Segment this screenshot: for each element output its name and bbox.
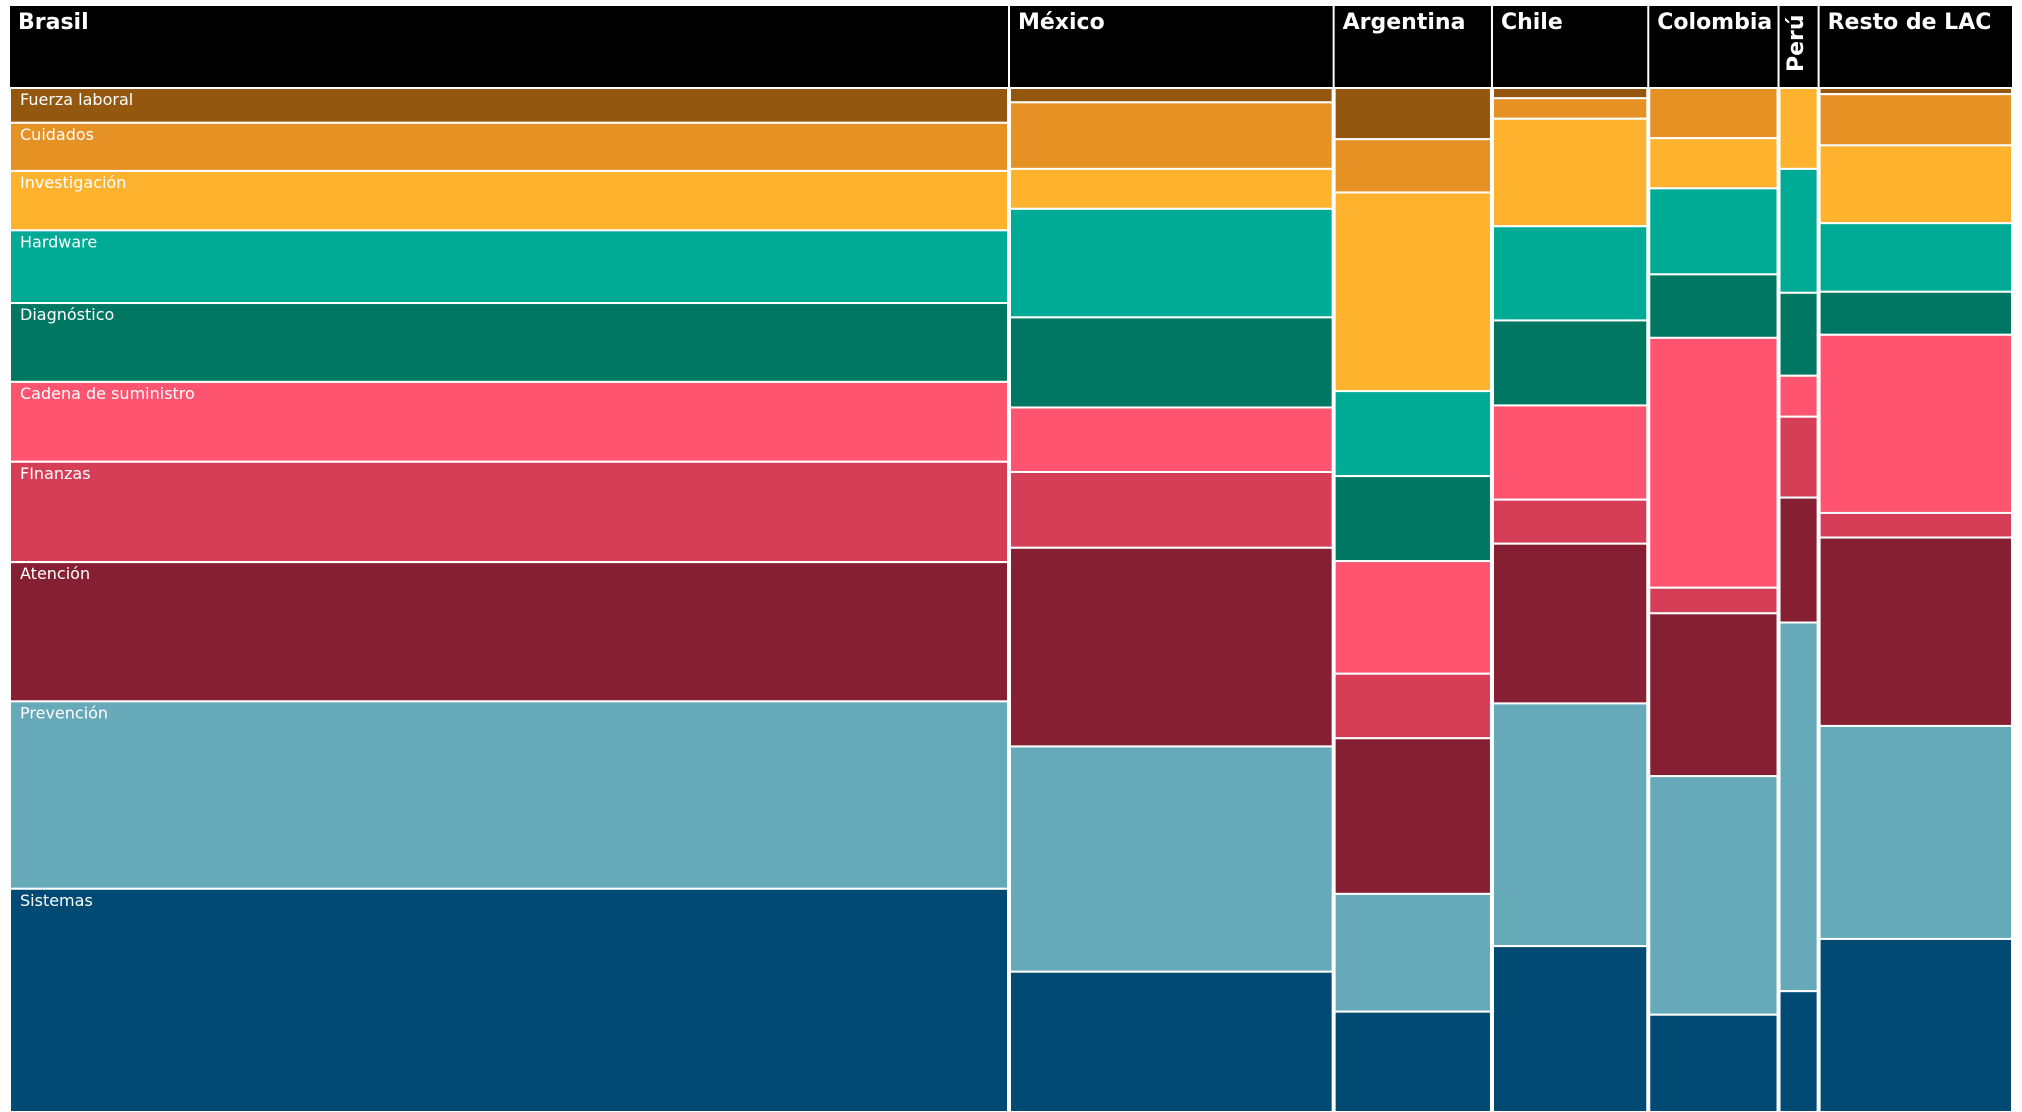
segment	[1491, 319, 1649, 407]
column-header	[1009, 6, 1333, 87]
segment	[1648, 273, 1779, 339]
segment	[1818, 144, 2014, 225]
segment	[1491, 87, 1649, 100]
column-label: Argentina	[1343, 10, 1466, 35]
segment	[1008, 101, 1334, 170]
segment	[1648, 87, 1779, 140]
segment	[1778, 496, 1819, 624]
series-label: Cuidados	[20, 125, 94, 144]
segment	[1008, 471, 1334, 549]
series-label: Diagnóstico	[20, 305, 114, 324]
column-header	[1334, 6, 1491, 87]
series-label: Prevención	[20, 703, 108, 722]
segment	[1778, 374, 1819, 418]
segment	[1491, 225, 1649, 322]
column-label: Perú	[1784, 14, 1809, 72]
column-label: Chile	[1501, 10, 1563, 35]
segment	[9, 887, 1009, 1112]
segment	[9, 380, 1009, 463]
segment	[1648, 612, 1779, 778]
segment	[1648, 187, 1779, 276]
column-label: México	[1018, 10, 1105, 35]
segment	[9, 561, 1009, 703]
segment	[1778, 415, 1819, 499]
segment	[1778, 621, 1819, 993]
segment	[1333, 390, 1492, 478]
segment	[1818, 93, 2014, 147]
segment	[1818, 290, 2014, 336]
column-label: Resto de LAC	[1828, 10, 1992, 35]
segment	[1008, 87, 1334, 104]
segment	[1491, 945, 1649, 1112]
segment	[1648, 775, 1779, 1016]
segment	[1491, 498, 1649, 545]
segment	[1491, 702, 1649, 948]
segment	[1818, 937, 2014, 1112]
segment	[1491, 404, 1649, 501]
segment	[1648, 1013, 1779, 1112]
segment	[1648, 137, 1779, 190]
segment	[9, 700, 1009, 890]
segment	[1818, 511, 2014, 539]
segment	[1333, 737, 1492, 895]
series-label: Investigación	[20, 173, 126, 192]
column-header	[1819, 6, 2012, 87]
segment	[1008, 167, 1334, 210]
segment	[1778, 167, 1819, 294]
column-header	[10, 6, 1008, 87]
segment	[1818, 724, 2014, 940]
series-label: Hardware	[20, 232, 97, 251]
segment	[1491, 117, 1649, 228]
segment	[1008, 406, 1334, 474]
segment	[1333, 475, 1492, 563]
segment	[1008, 207, 1334, 319]
segment	[1333, 87, 1492, 141]
column-label: Brasil	[18, 10, 89, 35]
segment	[1491, 542, 1649, 705]
segment	[9, 460, 1009, 564]
segment	[9, 121, 1009, 172]
segment	[9, 87, 1009, 124]
segment	[1008, 316, 1334, 409]
segment	[1008, 546, 1334, 748]
segment	[1778, 990, 1819, 1112]
segment	[1648, 336, 1779, 589]
series-label: Fuerza laboral	[20, 90, 133, 109]
series-label: Sistemas	[20, 891, 93, 910]
segment	[1008, 745, 1334, 973]
segment	[1648, 586, 1779, 615]
segment	[1333, 560, 1492, 675]
series-label: FInanzas	[20, 464, 91, 483]
segment	[1778, 291, 1819, 377]
series-label: Cadena de suministro	[20, 384, 195, 403]
segment	[1333, 672, 1492, 740]
column-header	[1492, 6, 1648, 87]
column-label: Colombia	[1657, 10, 1772, 35]
segment	[1818, 222, 2014, 293]
segment	[1333, 138, 1492, 194]
segment	[1818, 333, 2014, 514]
segment	[9, 169, 1009, 232]
segment	[9, 302, 1009, 383]
segment	[1778, 87, 1819, 170]
segment	[9, 229, 1009, 305]
segment	[1333, 191, 1492, 393]
column-header	[1649, 6, 1778, 87]
segment	[1008, 970, 1334, 1112]
series-label: Atención	[20, 564, 90, 583]
segment	[1333, 1010, 1492, 1112]
segment	[1333, 892, 1492, 1013]
segment	[1491, 97, 1649, 120]
column-header	[1779, 6, 1818, 87]
segment	[1818, 536, 2014, 727]
